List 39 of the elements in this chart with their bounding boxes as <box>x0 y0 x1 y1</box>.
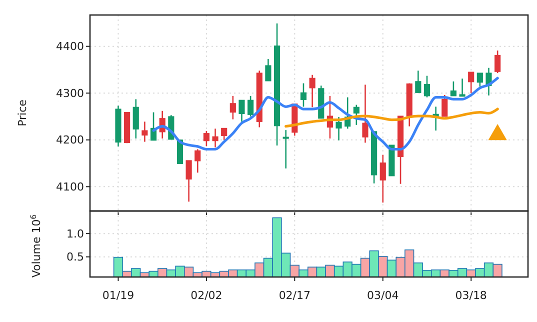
candlestick <box>336 116 342 142</box>
candlestick <box>132 98 139 140</box>
candlestick <box>468 71 474 94</box>
candlestick <box>186 160 192 202</box>
candlestick <box>142 121 148 142</box>
candlestick <box>309 74 316 108</box>
candlestick <box>424 75 430 98</box>
candlestick <box>415 70 422 94</box>
candlestick <box>442 94 448 118</box>
x-tick-label: 03/18 <box>455 289 487 302</box>
candlestick <box>212 128 218 148</box>
candlestick <box>265 58 272 82</box>
candlestick <box>194 148 201 174</box>
y-tick-label: 4100 <box>56 180 84 194</box>
y-tick-label: 4300 <box>56 86 84 100</box>
candlestick <box>230 95 236 120</box>
candlestick <box>238 99 245 122</box>
candlestick <box>450 80 456 97</box>
y-tick-label: 4400 <box>56 40 84 54</box>
y-tick-label: 4200 <box>56 134 84 147</box>
candlestick <box>203 130 210 147</box>
y-tick-label: 0.5 <box>66 250 84 264</box>
y-tick-label: 1.0 <box>66 227 84 240</box>
candlestick <box>353 104 360 126</box>
x-tick-label: 01/19 <box>102 289 134 302</box>
y-axis-title: Price <box>16 99 29 126</box>
candlestick <box>282 129 289 170</box>
candlestick <box>494 50 501 74</box>
x-tick-label: 02/02 <box>190 289 222 302</box>
candlestick <box>476 72 483 88</box>
candlestick <box>380 154 386 204</box>
x-tick-label: 02/17 <box>278 289 311 302</box>
candlestick <box>221 128 228 141</box>
candlestick <box>459 78 466 98</box>
candlestick <box>248 95 254 118</box>
candlestick <box>362 84 368 144</box>
x-tick-label: 03/04 <box>367 289 399 302</box>
line-series <box>284 108 499 128</box>
candlestick <box>300 82 307 108</box>
